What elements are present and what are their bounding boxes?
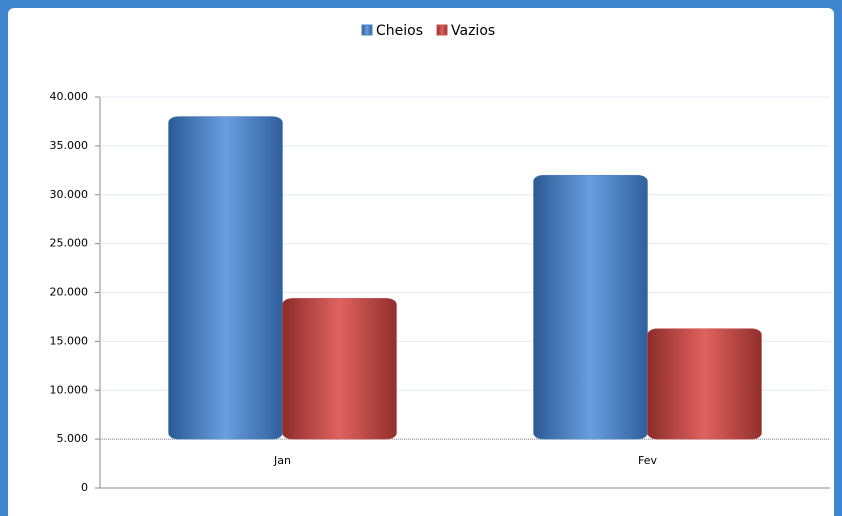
legend-swatch [361,24,373,36]
bar [168,116,283,440]
x-tick-label: Fev [638,454,657,467]
y-tick-label: 35.000 [50,139,89,152]
y-tick-label: 40.000 [50,90,89,103]
y-tick-label: 25.000 [50,237,89,250]
x-tick-label: Jan [273,454,291,467]
y-tick-label: 15.000 [50,334,89,347]
y-tick-label: 5.000 [57,432,89,445]
legend-swatch [436,24,448,36]
bar [533,174,648,440]
legend-label: Vazios [451,23,495,39]
bar [647,328,762,440]
y-tick-label: 0 [81,481,88,494]
y-tick-label: 10.000 [50,383,89,396]
bar [282,298,397,440]
y-tick-label: 30.000 [50,188,89,201]
legend-label: Cheios [376,23,423,39]
y-tick-label: 20.000 [50,286,89,299]
